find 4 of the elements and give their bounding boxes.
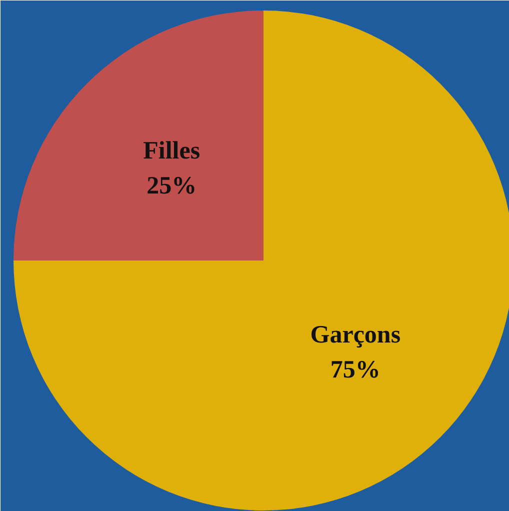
data-label: 25% <box>146 172 197 200</box>
slice-label: Garçons <box>310 321 401 348</box>
data-label: 75% <box>330 356 380 384</box>
slice-label: Filles <box>143 138 200 165</box>
